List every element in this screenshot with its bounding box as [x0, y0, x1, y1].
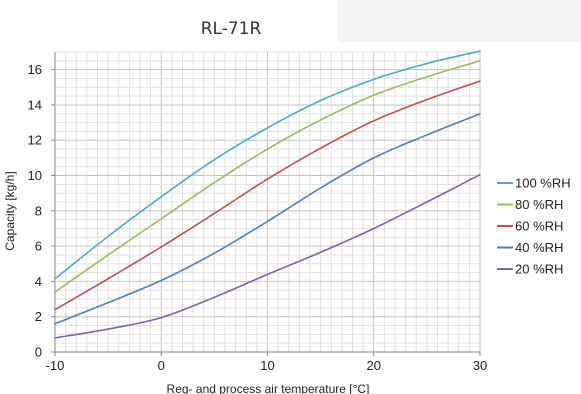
- legend: 100 %RH 80 %RH 60 %RH 40 %RH 20 %RH: [497, 176, 571, 277]
- y-tick-label: 8: [35, 203, 42, 218]
- x-tick-label: -10: [46, 358, 65, 373]
- y-tick-label: 2: [35, 309, 42, 324]
- y-tick-label: 16: [28, 62, 42, 77]
- chart-title: RL-71R: [201, 19, 262, 39]
- grid: [54, 51, 481, 353]
- y-tick-label: 0: [35, 345, 42, 360]
- series-layer: [54, 50, 481, 339]
- y-tick-label: 6: [35, 239, 42, 254]
- series-line-20rh: [54, 173, 481, 339]
- x-tick-label: 20: [367, 358, 381, 373]
- axes: -10 0 10 20 30 0 2 4 6 8 10 12 14 16: [28, 52, 487, 373]
- y-axis-label: Capacity [kg/h]: [3, 171, 17, 250]
- legend-label-100rh: 100 %RH: [515, 176, 571, 191]
- x-tick-label: 30: [473, 358, 487, 373]
- legend-label-60rh: 60 %RH: [515, 219, 563, 234]
- legend-label-20rh: 20 %RH: [515, 262, 563, 277]
- x-tick-label: 10: [260, 358, 274, 373]
- legend-label-40rh: 40 %RH: [515, 240, 563, 255]
- x-tick-label: 0: [158, 358, 165, 373]
- y-tick-label: 4: [35, 274, 42, 289]
- title-box: [338, 0, 581, 42]
- series-line-100rh: [54, 50, 481, 280]
- series-line-60rh: [54, 80, 481, 311]
- series-line-40rh: [54, 112, 481, 325]
- series-line-80rh: [54, 60, 481, 293]
- legend-label-80rh: 80 %RH: [515, 197, 563, 212]
- y-tick-label: 10: [28, 168, 42, 183]
- x-axis-label: Reg- and process air temperature [°C]: [167, 382, 370, 394]
- y-tick-label: 14: [28, 97, 42, 112]
- y-tick-label: 12: [28, 133, 42, 148]
